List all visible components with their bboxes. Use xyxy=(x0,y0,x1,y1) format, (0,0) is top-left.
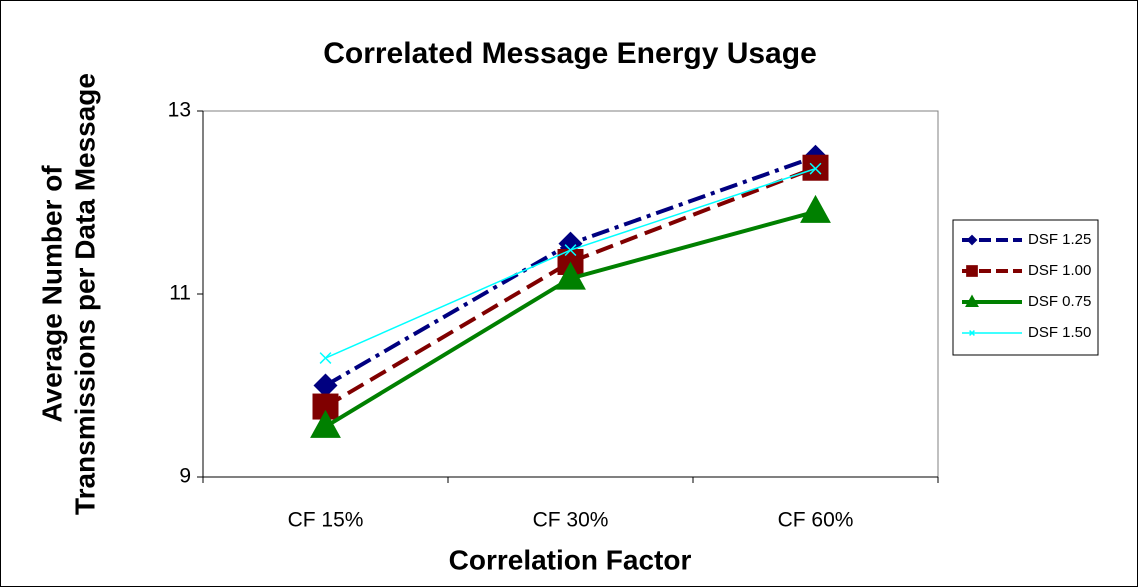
series-line xyxy=(324,165,817,409)
marker xyxy=(310,409,341,438)
legend-label: DSF 0.75 xyxy=(1028,293,1091,310)
marker xyxy=(809,162,822,175)
y-tick-label: 9 xyxy=(179,465,191,488)
x-axis-label: Correlation Factor xyxy=(449,544,692,575)
x-tick-label: CF 15% xyxy=(288,509,364,532)
y-axis-label: Average Number of xyxy=(36,165,67,423)
y-axis-label: Transmissions per Data Message xyxy=(69,73,100,515)
marker xyxy=(313,373,338,398)
marker xyxy=(965,294,979,308)
marker xyxy=(564,244,577,257)
x-tick-label: CF 30% xyxy=(533,509,609,532)
legend-label: DSF 1.50 xyxy=(1028,324,1091,341)
y-tick-label: 11 xyxy=(169,282,191,305)
x-tick-label: CF 60% xyxy=(778,509,854,532)
y-tick-label: 13 xyxy=(168,99,191,122)
marker xyxy=(319,352,332,364)
marker xyxy=(800,194,831,223)
marker xyxy=(966,234,978,246)
marker xyxy=(969,330,975,336)
marker xyxy=(555,261,586,290)
chart-title: Correlated Message Energy Usage xyxy=(323,37,817,70)
legend-label: DSF 1.25 xyxy=(1028,231,1091,248)
marker xyxy=(966,265,978,277)
legend-label: DSF 1.00 xyxy=(1028,262,1091,279)
